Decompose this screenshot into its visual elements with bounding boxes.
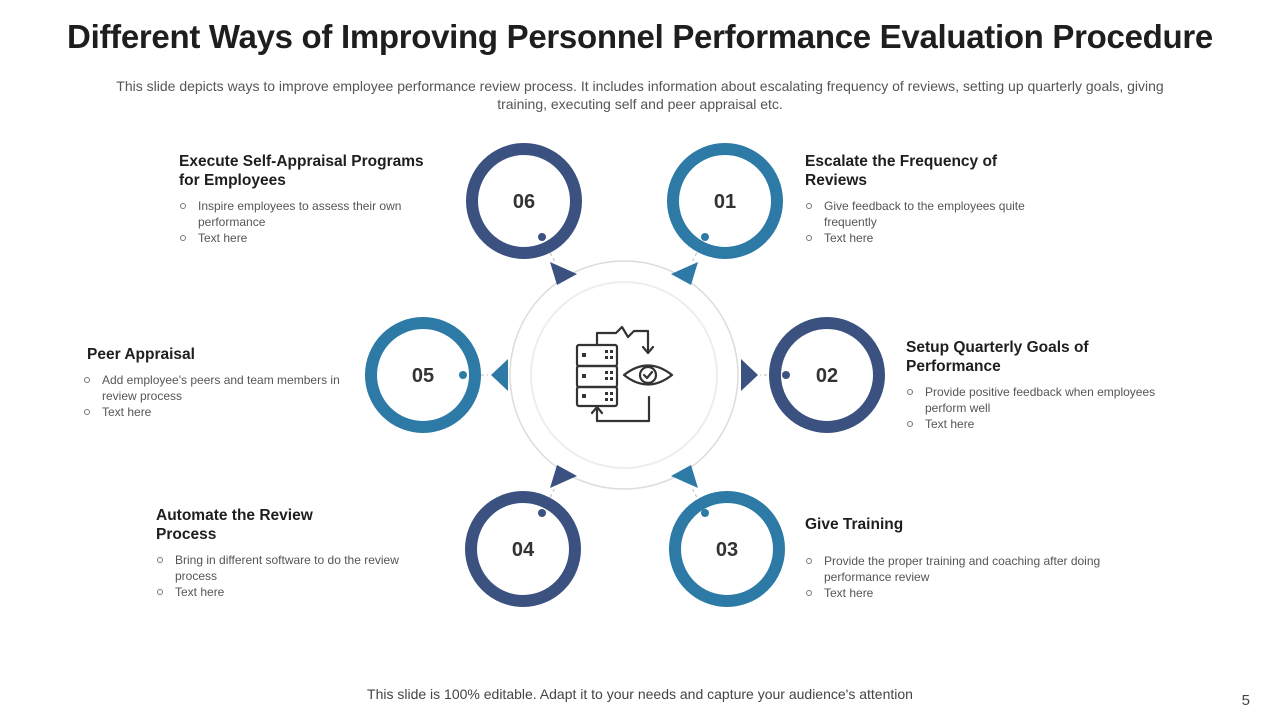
list-item: Provide positive feedback when employees… <box>906 384 1186 416</box>
list-item: Inspire employees to assess their own pe… <box>179 198 428 230</box>
step-points-03: Provide the proper training and coaching… <box>805 553 1140 601</box>
list-item: Text here <box>805 230 1035 246</box>
ring-dot <box>538 233 546 241</box>
step-number-02: 02 <box>816 365 838 387</box>
list-item: Bring in different software to do the re… <box>156 552 431 584</box>
slide-footer: This slide is 100% editable. Adapt it to… <box>367 686 913 702</box>
step-title-05: Peer Appraisal <box>87 346 195 363</box>
step-points-02: Provide positive feedback when employees… <box>906 384 1186 432</box>
list-item: Add employee's peers and team members in… <box>83 372 358 404</box>
ring-dot <box>701 233 709 241</box>
step-number-03: 03 <box>716 539 738 561</box>
pointer-01 <box>671 262 698 285</box>
step-number-01: 01 <box>714 191 736 213</box>
step-ring-02: 02 <box>769 317 885 433</box>
pointer-04 <box>550 465 577 488</box>
ring-dot <box>459 371 467 379</box>
step-card-01: Escalate the Frequency of Reviews Give f… <box>805 152 1035 246</box>
step-ring-05: 05 <box>365 317 481 433</box>
step-points-01: Give feedback to the employees quite fre… <box>805 198 1035 246</box>
step-number-06: 06 <box>513 191 535 213</box>
list-item: Text here <box>906 416 1186 432</box>
slide-subtitle: This slide depicts ways to improve emplo… <box>116 78 1164 112</box>
pointer-triangles <box>491 262 758 488</box>
pointer-02 <box>741 359 758 391</box>
step-card-05: Peer Appraisal Add employee's peers and … <box>83 345 358 420</box>
step-title-06: Execute Self-Appraisal Programs for Empl… <box>179 153 424 189</box>
slide-title: Different Ways of Improving Personnel Pe… <box>67 18 1213 55</box>
list-item: Text here <box>179 230 444 246</box>
pointer-06 <box>550 262 577 285</box>
step-title-01: Escalate the Frequency of Reviews <box>805 153 998 189</box>
step-ring-01: 01 <box>667 143 783 259</box>
step-card-02: Setup Quarterly Goals of Performance Pro… <box>906 338 1186 432</box>
list-item: Text here <box>83 404 358 420</box>
step-points-04: Bring in different software to do the re… <box>156 552 431 600</box>
step-ring-06: 06 <box>466 143 582 259</box>
step-card-04: Automate the Review Process Bring in dif… <box>156 506 431 600</box>
step-number-05: 05 <box>412 365 434 387</box>
step-points-05: Add employee's peers and team members in… <box>83 372 358 420</box>
ring-dot <box>538 509 546 517</box>
step-ring-04: 04 <box>465 491 581 607</box>
pointer-03 <box>671 465 698 488</box>
ring-dot <box>701 509 709 517</box>
pointer-05 <box>491 359 508 391</box>
step-title-02: Setup Quarterly Goals of Performance <box>906 339 1089 375</box>
list-item: Give feedback to the employees quite fre… <box>805 198 1035 230</box>
ring-dot <box>782 371 790 379</box>
list-item: Provide the proper training and coaching… <box>805 553 1140 585</box>
step-ring-03: 03 <box>669 491 785 607</box>
step-points-06: Inspire employees to assess their own pe… <box>179 198 444 246</box>
step-card-03: Give Training Provide the proper trainin… <box>805 515 1140 601</box>
list-item: Text here <box>156 584 431 600</box>
page-number: 5 <box>1241 692 1250 709</box>
server-eye-review-icon <box>575 325 674 423</box>
step-title-04: Automate the Review Process <box>156 507 313 543</box>
step-card-06: Execute Self-Appraisal Programs for Empl… <box>179 152 444 246</box>
step-title-03: Give Training <box>805 516 904 533</box>
list-item: Text here <box>805 585 1140 601</box>
step-number-04: 04 <box>512 539 535 561</box>
